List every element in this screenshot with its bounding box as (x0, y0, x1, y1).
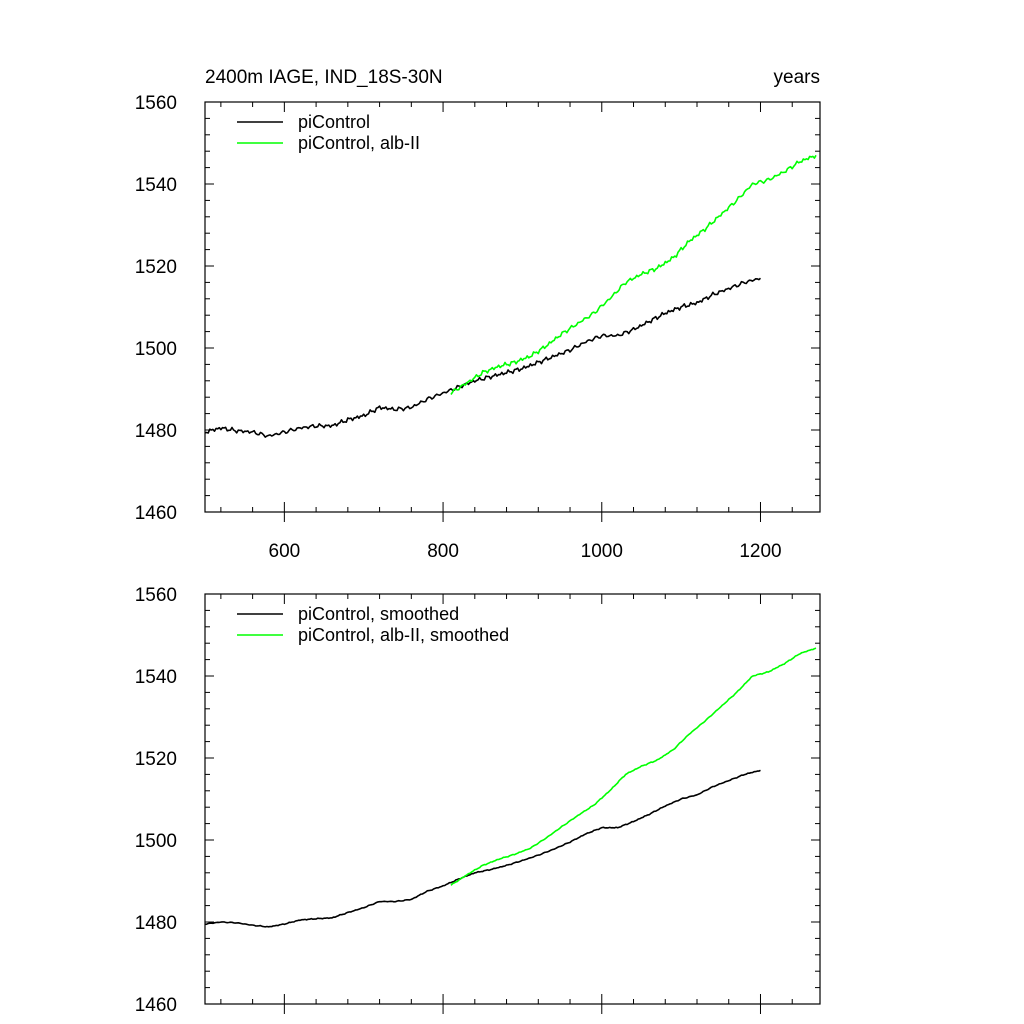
y-tick-label: 1480 (135, 421, 177, 442)
y-tick-label: 1540 (135, 667, 177, 688)
series-line-1 (450, 647, 817, 886)
legend-label-0: piControl (298, 112, 370, 132)
x-tick-label: 600 (269, 541, 301, 562)
y-tick-label: 1540 (135, 175, 177, 196)
y-tick-label: 1520 (135, 257, 177, 278)
y-tick-label: 1500 (135, 339, 177, 360)
y-tick-label: 1460 (135, 995, 177, 1016)
plot-frame (204, 593, 821, 1005)
bottom-panel: 1460 1480 1500 1520 1540 1560 piControl, smoot… (135, 585, 821, 1016)
legend-label-0: piControl, smoothed (298, 604, 459, 624)
x-tick-label: 800 (427, 541, 459, 562)
x-tick-label: 1000 (581, 541, 623, 562)
legend-label-1: piControl, alb-II (298, 133, 420, 153)
plot-frame (204, 101, 821, 513)
series-line-1 (450, 154, 817, 395)
x-tick-label: 1200 (739, 541, 781, 562)
figure-units-label: years (774, 67, 820, 88)
series-line-0 (204, 769, 761, 928)
figure-title: 2400m IAGE, IND_18S-30N (205, 67, 443, 88)
legend-label-1: piControl, alb-II, smoothed (298, 625, 509, 645)
series-line-0 (204, 277, 762, 438)
y-tick-label: 1560 (135, 93, 177, 114)
y-tick-label: 1560 (135, 585, 177, 606)
y-tick-label: 1520 (135, 749, 177, 770)
y-tick-label: 1460 (135, 503, 177, 524)
y-tick-label: 1500 (135, 831, 177, 852)
top-panel: 1460 1480 1500 1520 1540 1560 600 800 1000 1200 pi… (135, 93, 821, 562)
y-tick-label: 1480 (135, 913, 177, 934)
